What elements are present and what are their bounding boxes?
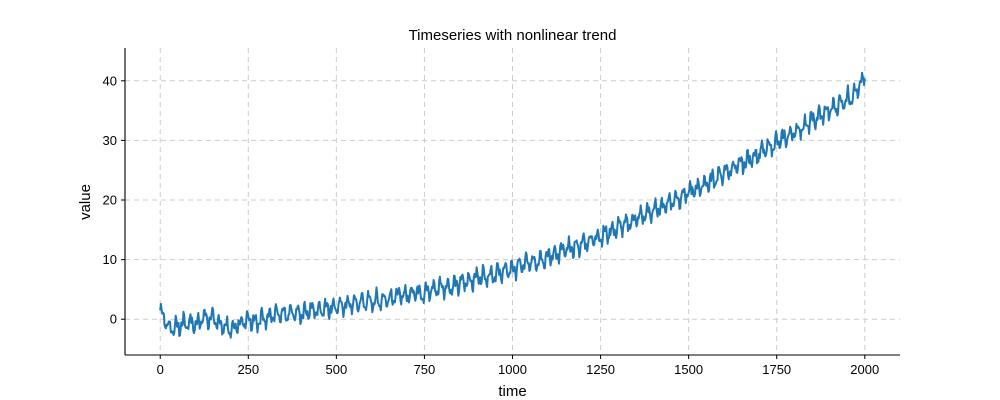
x-tick-label: 0 — [157, 362, 164, 377]
x-axis-label: time — [498, 383, 526, 400]
x-tick-label: 500 — [326, 362, 348, 377]
chart-title: Timeseries with nonlinear trend — [409, 27, 617, 44]
y-tick-label: 10 — [103, 252, 117, 267]
x-tick-label: 2000 — [850, 362, 879, 377]
y-tick-label: 0 — [110, 312, 117, 327]
plot-area — [159, 71, 866, 339]
y-tick-label: 30 — [103, 133, 117, 148]
x-tick-label: 1250 — [586, 362, 615, 377]
x-tick-label: 1750 — [762, 362, 791, 377]
grid-lines — [125, 48, 900, 355]
y-tick-label: 40 — [103, 73, 117, 88]
axes: 0 250 500 750 1000 1250 1500 1750 2000 0 10 20 30 40 — [103, 48, 900, 377]
x-tick-label: 750 — [414, 362, 436, 377]
y-axis-label: value — [77, 184, 94, 220]
x-tick-label: 250 — [237, 362, 259, 377]
series-line — [159, 71, 866, 339]
y-tick-label: 20 — [103, 193, 117, 208]
x-tick-label: 1000 — [498, 362, 527, 377]
x-tick-label: 1500 — [674, 362, 703, 377]
